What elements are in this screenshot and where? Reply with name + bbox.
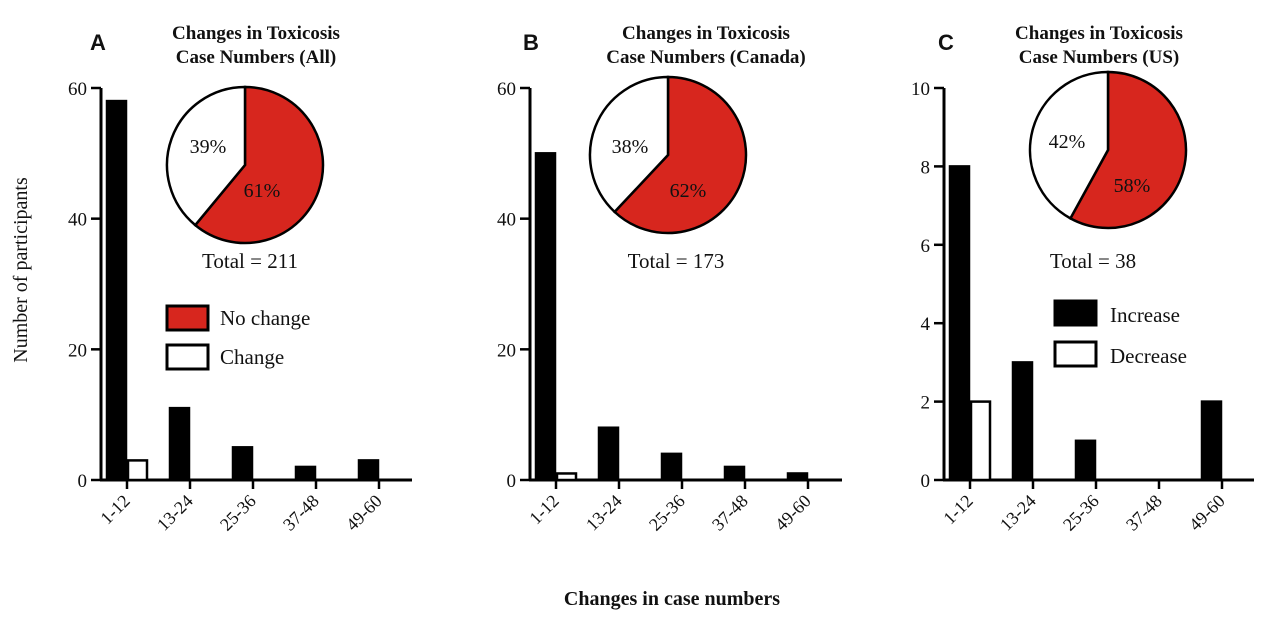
bar-primary [786, 472, 809, 482]
panel-b: B Changes in Toxicosis Case Numbers (Canad… [497, 23, 842, 535]
bar-primary [723, 465, 746, 482]
panel-title: Case Numbers (All) [176, 47, 336, 68]
y-tick-label: 2 [921, 393, 931, 414]
bar-primary [1011, 361, 1034, 482]
panel-c: C Changes in Toxicosis Case Numbers (US) 0 2… [911, 23, 1254, 535]
bar-primary [294, 465, 317, 482]
bar-primary [357, 459, 380, 482]
legend-label: Change [220, 345, 284, 369]
bar-primary [1074, 439, 1097, 482]
panels: A Changes in Toxicosis Case Numbers (All) 0… [68, 23, 1254, 535]
x-tick-label: 37-48 [1122, 491, 1166, 535]
pie-slice [193, 85, 325, 245]
panel-title: Changes in Toxicosis [622, 23, 790, 44]
legend-label: Increase [1110, 303, 1180, 327]
y-tick-label: 0 [78, 471, 88, 492]
x-tick-label: 25-36 [216, 491, 260, 535]
y-tick-label: 10 [911, 79, 930, 100]
bar-secondary [969, 400, 992, 482]
y-tick-label: 60 [68, 79, 87, 100]
x-tick-label: 25-36 [645, 491, 689, 535]
bar-primary [948, 165, 971, 482]
panel-title: Case Numbers (US) [1019, 47, 1179, 68]
panel-letter: A [90, 30, 106, 55]
legend-swatch [165, 343, 210, 371]
pie-slice [612, 75, 748, 235]
panel-a: A Changes in Toxicosis Case Numbers (All) 0… [68, 23, 412, 535]
y-tick-label: 6 [921, 236, 931, 257]
pie-total: Total = 38 [1050, 249, 1136, 273]
pie-label: 61% [244, 180, 281, 202]
panel-title: Changes in Toxicosis [172, 23, 340, 44]
bar-primary [105, 99, 128, 482]
pie-slice [1068, 70, 1188, 230]
bar-primary [597, 426, 620, 482]
y-tick-label: 60 [497, 79, 516, 100]
x-tick-label: 1-12 [525, 491, 562, 528]
x-tick-label: 49-60 [342, 491, 386, 535]
pie-slice [1028, 70, 1110, 221]
panel-letter: B [523, 30, 539, 55]
pie-label: 58% [1114, 175, 1151, 197]
bar-primary [231, 446, 254, 482]
legend-swatch [1053, 340, 1098, 368]
bar-secondary [126, 459, 149, 482]
y-tick-label: 40 [68, 210, 87, 231]
pie-slice [588, 75, 670, 214]
pie-label: 62% [670, 180, 707, 202]
x-tick-label: 1-12 [96, 491, 133, 528]
pie-label: 42% [1049, 131, 1086, 153]
pie-total: Total = 211 [202, 249, 298, 273]
x-tick-label: 13-24 [996, 491, 1040, 535]
y-tick-label: 4 [921, 314, 931, 335]
bar-secondary [555, 472, 578, 482]
panel-title: Case Numbers (Canada) [606, 47, 806, 68]
x-axis-title: Changes in case numbers [564, 588, 780, 610]
legend-swatch [165, 304, 210, 332]
y-tick-label: 20 [68, 340, 87, 361]
y-tick-label: 8 [921, 157, 931, 178]
pie-slice [165, 85, 247, 227]
x-tick-label: 37-48 [279, 491, 323, 535]
x-tick-label: 49-60 [1185, 491, 1229, 535]
panel-title: Changes in Toxicosis [1015, 23, 1183, 44]
bar-primary [1200, 400, 1223, 482]
bar-primary [660, 452, 683, 482]
x-tick-label: 37-48 [708, 491, 752, 535]
legend-label: No change [220, 306, 310, 330]
panel-letter: C [938, 30, 954, 55]
y-tick-label: 0 [507, 471, 517, 492]
x-tick-label: 1-12 [939, 491, 976, 528]
pie-label: 38% [612, 136, 649, 158]
x-tick-label: 13-24 [153, 491, 197, 535]
bar-primary [534, 152, 557, 482]
bar-primary [168, 406, 191, 482]
legend-label: Decrease [1110, 344, 1187, 368]
x-tick-label: 25-36 [1059, 491, 1103, 535]
y-tick-label: 20 [497, 340, 516, 361]
y-tick-label: 0 [921, 471, 931, 492]
x-tick-label: 13-24 [582, 491, 626, 535]
pie-total: Total = 173 [628, 249, 725, 273]
legend-swatch [1053, 299, 1098, 327]
y-axis-title: Number of participants [10, 177, 32, 363]
x-tick-label: 49-60 [771, 491, 815, 535]
y-tick-label: 40 [497, 210, 516, 231]
pie-label: 39% [190, 136, 227, 158]
